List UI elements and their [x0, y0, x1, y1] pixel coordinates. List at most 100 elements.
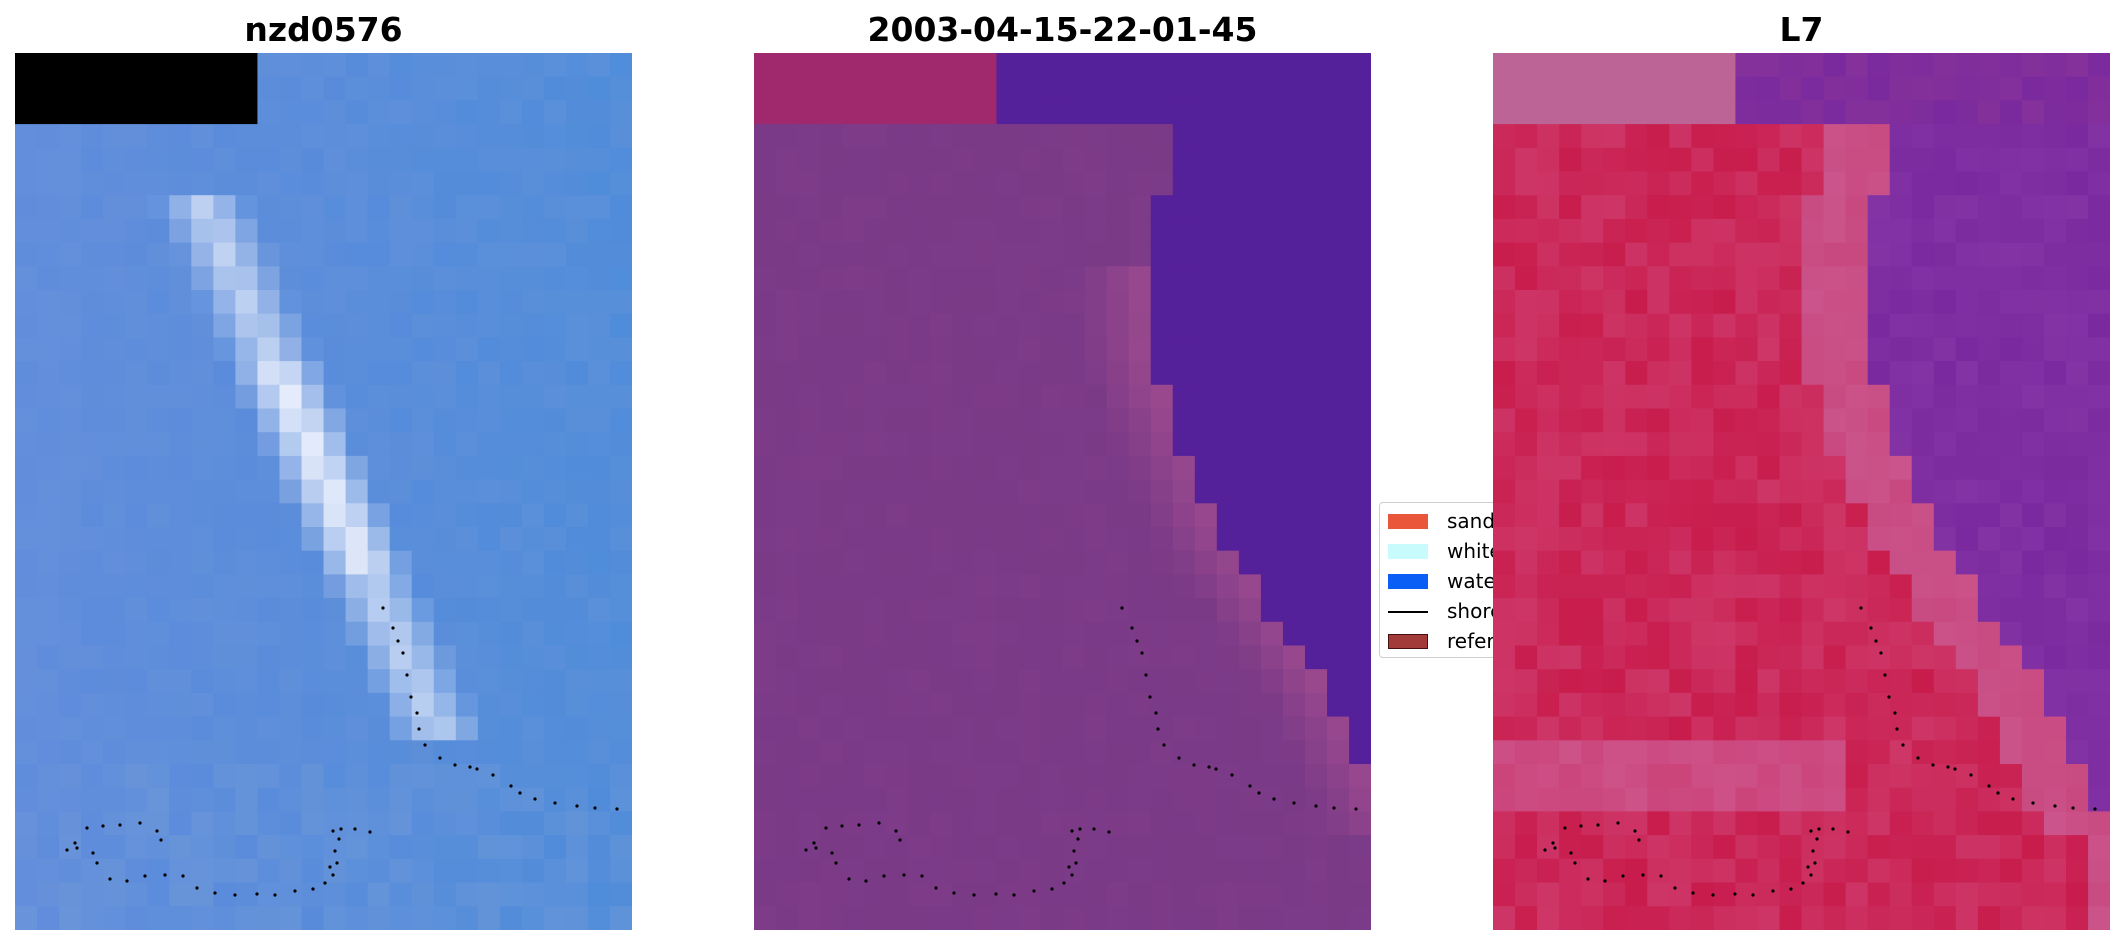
- rgb-pixel: [521, 218, 545, 244]
- class-pixel: [1238, 195, 1262, 220]
- class-pixel: [1349, 882, 1371, 907]
- class-pixel: [754, 740, 777, 765]
- rgb-pixel: [15, 408, 38, 433]
- rgb-pixel: [566, 811, 589, 836]
- class-pixel: [1018, 645, 1042, 670]
- rgb-pixel: [169, 598, 192, 623]
- index-pixel: [1845, 574, 1869, 599]
- class-pixel: [996, 621, 1020, 647]
- class-pixel: [996, 408, 1020, 433]
- rgb-pixel: [59, 716, 82, 741]
- rgb-pixel: [103, 218, 126, 244]
- rgb-pixel: [411, 195, 435, 220]
- class-pixel: [930, 787, 953, 812]
- index-pixel: [1691, 811, 1714, 836]
- class-pixel: [1305, 550, 1328, 575]
- rgb-pixel: [566, 669, 589, 694]
- index-pixel: [1559, 787, 1582, 812]
- rgb-pixel: [389, 740, 413, 765]
- class-pixel: [820, 124, 843, 149]
- index-pixel: [2044, 218, 2067, 244]
- index-pixel: [1647, 882, 1670, 907]
- index-pixel: [1867, 290, 1891, 315]
- index-pixel: [1647, 669, 1670, 694]
- index-pixel: [1735, 835, 1759, 860]
- class-pixel: [1327, 53, 1350, 78]
- index-pixel: [1515, 313, 1538, 338]
- index-pixel: [1669, 527, 1692, 552]
- rgb-pixel: [125, 242, 148, 267]
- class-pixel: [1260, 598, 1284, 623]
- rgb-pixel: [81, 242, 104, 267]
- class-pixel: [754, 337, 777, 362]
- index-pixel: [1757, 906, 1781, 930]
- rgb-pixel: [323, 100, 347, 125]
- index-pixel: [1911, 100, 1935, 125]
- rgb-pixel: [279, 882, 303, 907]
- index-pixel: [1735, 669, 1759, 694]
- index-pixel: [1515, 218, 1538, 244]
- index-pixel: [1669, 76, 1692, 101]
- index-pixel: [1801, 906, 1825, 930]
- class-pixel: [1106, 242, 1130, 267]
- rgb-pixel: [279, 218, 303, 244]
- rgb-pixel: [257, 835, 281, 860]
- rgb-pixel: [345, 574, 369, 599]
- class-pixel: [952, 835, 975, 860]
- rgb-pixel: [477, 764, 501, 789]
- rgb-pixel: [125, 361, 148, 386]
- rgb-pixel: [389, 124, 413, 149]
- rgb-pixel: [367, 361, 391, 386]
- index-pixel: [1691, 716, 1714, 741]
- shoreline-point: [1603, 879, 1607, 883]
- index-pixel: [1977, 740, 2001, 765]
- class-pixel: [1084, 645, 1108, 670]
- class-pixel: [1260, 337, 1284, 362]
- class-pixel: [1238, 266, 1262, 291]
- shoreline-point: [1072, 849, 1076, 853]
- class-pixel: [1282, 195, 1306, 220]
- class-pixel: [776, 76, 799, 101]
- class-pixel: [886, 906, 909, 930]
- shoreline-point: [518, 791, 522, 795]
- class-pixel: [776, 313, 799, 338]
- class-pixel: [930, 76, 953, 101]
- class-pixel: [754, 503, 777, 528]
- class-pixel: [1238, 716, 1262, 741]
- class-pixel: [1128, 882, 1152, 907]
- index-pixel: [1823, 408, 1847, 433]
- class-pixel: [1040, 669, 1064, 694]
- rgb-pixel: [345, 242, 369, 267]
- class-pixel: [952, 266, 975, 291]
- rgb-pixel: [59, 527, 82, 552]
- rgb-pixel: [477, 598, 501, 623]
- shoreline-point: [293, 889, 297, 893]
- class-pixel: [1327, 669, 1350, 694]
- rgb-pixel: [477, 361, 501, 386]
- class-pixel: [1194, 692, 1218, 718]
- class-pixel: [952, 503, 975, 528]
- rgb-pixel: [411, 384, 435, 410]
- class-pixel: [952, 53, 975, 78]
- class-pixel: [864, 337, 887, 362]
- index-pixel: [1625, 76, 1648, 101]
- index-pixel: [1735, 124, 1759, 149]
- rgb-pixel: [610, 147, 632, 173]
- rgb-pixel: [433, 147, 457, 173]
- index-pixel: [1911, 906, 1935, 930]
- class-pixel: [908, 574, 931, 599]
- class-pixel: [1062, 408, 1086, 433]
- rgb-pixel: [37, 716, 60, 741]
- class-pixel: [1260, 432, 1284, 457]
- index-pixel: [1779, 574, 1803, 599]
- class-pixel: [1150, 337, 1174, 362]
- class-pixel: [1172, 811, 1196, 836]
- class-pixel: [1172, 266, 1196, 291]
- class-pixel: [908, 811, 931, 836]
- rgb-pixel: [81, 692, 104, 718]
- index-pixel: [1581, 598, 1604, 623]
- index-pixel: [1493, 503, 1516, 528]
- rgb-pixel: [169, 692, 192, 718]
- index-pixel: [1823, 218, 1847, 244]
- index-pixel: [2066, 574, 2089, 599]
